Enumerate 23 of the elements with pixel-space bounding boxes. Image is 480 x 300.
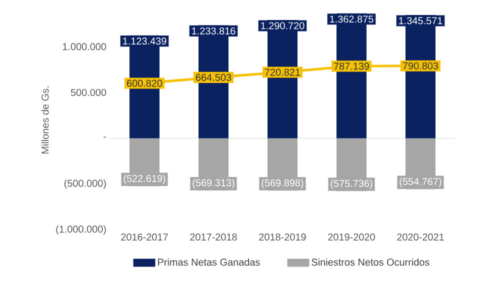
data-label: (569.313) [192,179,234,188]
data-label: 1.233.816 [192,27,236,34]
data-label: 1.345.571 [399,17,442,24]
data-label: (522.619) [124,174,166,184]
data-label: (569.898) [262,179,304,188]
x-tick-label: 2019-2020 [328,234,375,241]
y-tick-label: (1.000.000) [56,225,106,235]
x-tick-label: 2018-2019 [259,234,306,241]
data-label: 1.123.439 [123,38,166,45]
x-tick-label: 2020-2021 [397,234,444,241]
data-label: (554.767) [400,178,442,187]
legend-label: Siniestros Netos Ocurridos [312,258,430,266]
y-tick-label: 1.000.000 [62,43,106,50]
x-tick-label: 2016-2017 [121,234,168,241]
y-tick-label: 500.000 [70,88,106,96]
data-label: (575.736) [330,180,372,189]
legend-label: Primas Netas Ganadas [158,258,260,266]
y-tick-label: (500.000) [64,180,106,189]
x-tick-label: 2017-2018 [190,234,237,241]
data-label: 1.290.720 [261,22,304,30]
y-tick-label: - [104,136,106,138]
y-axis-title: Millones de Gs. [41,86,49,154]
data-label: 1.362.875 [330,16,374,23]
